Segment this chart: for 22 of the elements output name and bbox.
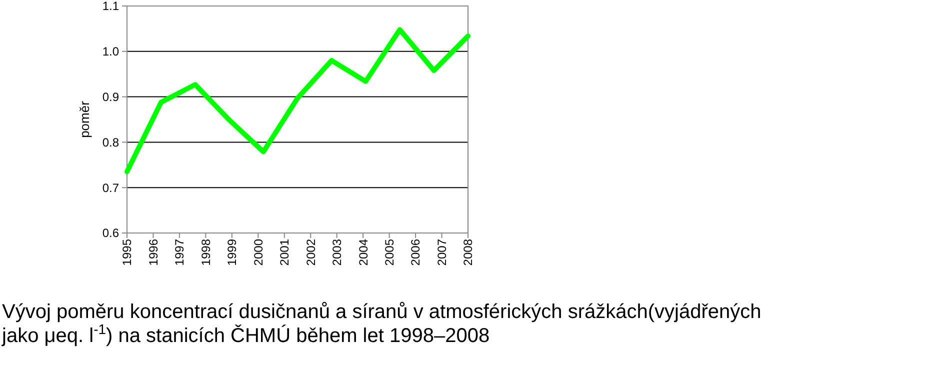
x-tick-label: 1999 (225, 238, 240, 266)
x-tick-label: 2008 (461, 238, 476, 266)
text: Vývoj poměru koncentrací dusičnanů a síranů v atmosférických srážkách(vyjádřených jako μeq. l$^{-1}$) na stanicích ČHMÚ během let 1998–2008 (1, 301, 762, 347)
x-tick-label: 2003 (330, 238, 344, 266)
x-tick-label: 2007 (434, 238, 449, 266)
y-tick-label: 0.8 (102, 135, 120, 150)
y-tick-label: 0.7 (102, 180, 120, 195)
x-tick-label: 1998 (198, 238, 213, 266)
x-tick-label: 2005 (382, 238, 397, 266)
y-tick-label: 0.9 (102, 90, 120, 104)
x-tick-label: 1997 (172, 238, 187, 266)
x-tick-label: 1996 (146, 238, 160, 266)
y-tick-label: 1.0 (102, 44, 120, 59)
y-tick-label: 0.6 (102, 226, 120, 240)
x-tick-label: 2001 (278, 238, 292, 266)
y-axis-title: poměr (77, 100, 92, 138)
x-tick-label: 2006 (408, 238, 423, 266)
x-tick-label: 2002 (304, 238, 318, 266)
x-tick-label: 1995 (120, 238, 134, 266)
y-tick-label: 1.1 (102, 0, 120, 14)
x-tick-label: 2004 (356, 238, 370, 266)
x-tick-label: 2000 (251, 238, 266, 266)
